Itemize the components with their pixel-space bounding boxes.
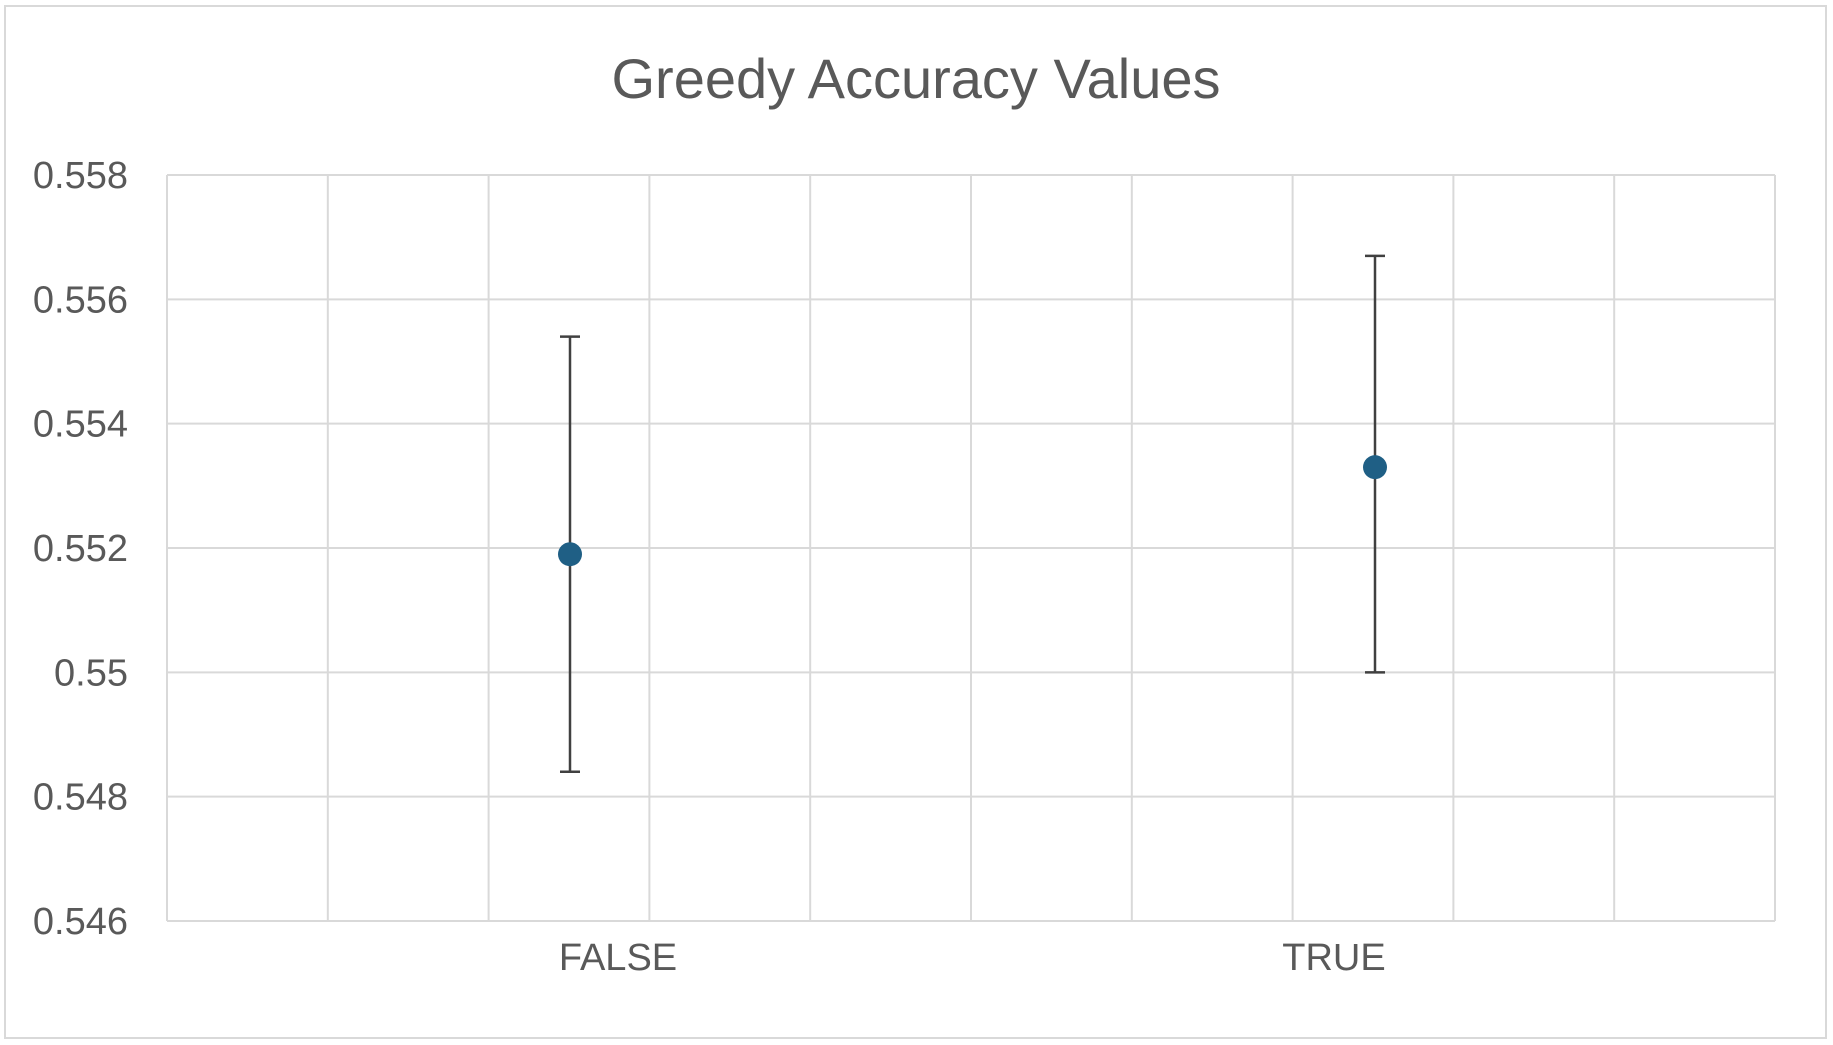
data-point	[558, 542, 582, 567]
error-bars	[560, 254, 1385, 774]
y-tick-label: 0.558	[33, 155, 128, 197]
y-tick-label: 0.552	[33, 528, 128, 570]
y-tick-label: 0.546	[33, 901, 128, 943]
data-point	[1363, 455, 1387, 480]
y-tick-label: 0.554	[33, 404, 128, 446]
chart-title: Greedy Accuracy Values	[611, 47, 1220, 110]
y-axis-tick-labels: 0.558 0.556 0.554 0.552 0.55 0.548 0.546	[33, 155, 128, 943]
data-points	[558, 455, 1387, 567]
y-tick-label: 0.548	[33, 777, 128, 819]
grid-layer	[166, 174, 1776, 922]
y-tick-label: 0.556	[33, 279, 128, 321]
y-tick-label: 0.55	[54, 652, 128, 694]
chart-frame	[4, 5, 1827, 1039]
x-tick-label: FALSE	[559, 937, 677, 979]
x-tick-label: TRUE	[1282, 937, 1385, 979]
x-axis-tick-labels: FALSE TRUE	[559, 937, 1386, 979]
